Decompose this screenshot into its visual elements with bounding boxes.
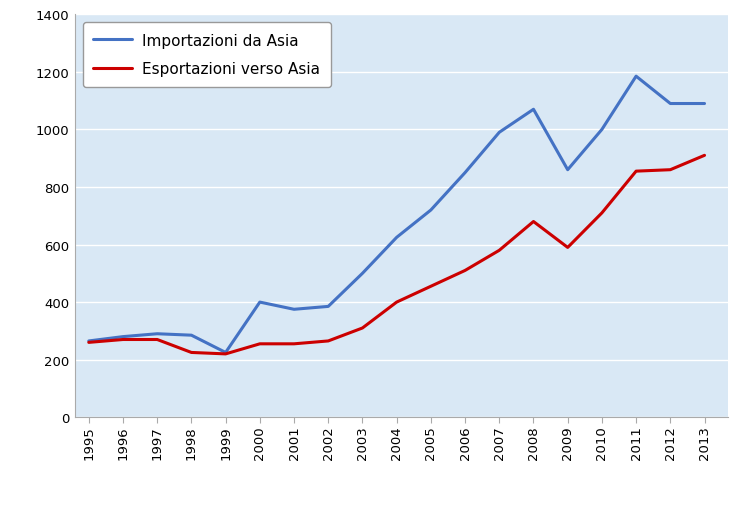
Importazioni da Asia (529, 107, 538, 113)
Esportazioni verso Asia (358, 325, 367, 331)
Esportazioni verso Asia (427, 284, 436, 290)
Line: Importazioni da Asia: Importazioni da Asia (89, 77, 704, 353)
Esportazioni verso Asia (255, 341, 264, 347)
Esportazioni verso Asia (495, 248, 504, 254)
Esportazioni verso Asia (187, 350, 196, 356)
Importazioni da Asia (666, 101, 675, 107)
Esportazioni verso Asia (529, 219, 538, 225)
Esportazioni verso Asia (392, 299, 401, 305)
Esportazioni verso Asia (563, 245, 572, 251)
Importazioni da Asia (632, 74, 641, 80)
Importazioni da Asia (358, 271, 367, 277)
Esportazioni verso Asia (119, 337, 128, 343)
Importazioni da Asia (255, 299, 264, 305)
Esportazioni verso Asia (84, 340, 93, 346)
Esportazioni verso Asia (597, 210, 606, 216)
Importazioni da Asia (700, 101, 709, 107)
Importazioni da Asia (597, 127, 606, 133)
Importazioni da Asia (392, 235, 401, 241)
Esportazioni verso Asia (460, 268, 469, 274)
Esportazioni verso Asia (152, 337, 161, 343)
Importazioni da Asia (221, 350, 230, 356)
Importazioni da Asia (84, 338, 93, 344)
Importazioni da Asia (152, 331, 161, 337)
Esportazioni verso Asia (221, 351, 230, 357)
Importazioni da Asia (187, 332, 196, 338)
Esportazioni verso Asia (290, 341, 299, 347)
Legend: Importazioni da Asia, Esportazioni verso Asia: Importazioni da Asia, Esportazioni verso… (83, 23, 331, 88)
Esportazioni verso Asia (324, 338, 333, 344)
Importazioni da Asia (324, 304, 333, 310)
Importazioni da Asia (460, 170, 469, 176)
Esportazioni verso Asia (632, 169, 641, 175)
Esportazioni verso Asia (700, 153, 709, 159)
Esportazioni verso Asia (666, 167, 675, 174)
Importazioni da Asia (495, 130, 504, 136)
Importazioni da Asia (427, 208, 436, 214)
Importazioni da Asia (563, 167, 572, 174)
Importazioni da Asia (290, 306, 299, 313)
Line: Esportazioni verso Asia: Esportazioni verso Asia (89, 156, 704, 354)
Importazioni da Asia (119, 334, 128, 340)
